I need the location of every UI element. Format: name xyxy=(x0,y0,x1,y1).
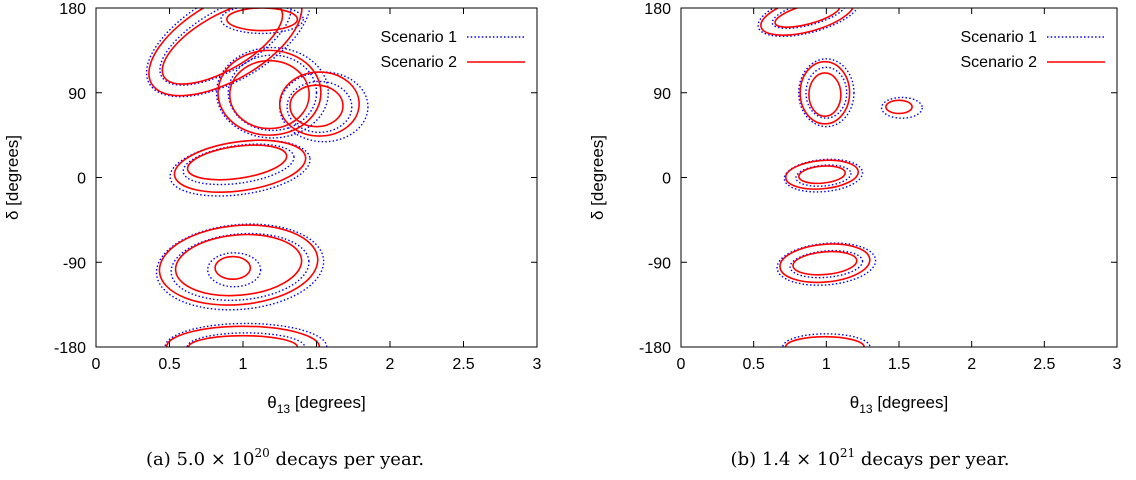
x-tick-label: 1 xyxy=(822,356,831,373)
y-tick-label: -90 xyxy=(648,255,671,272)
x-tick-label: 2 xyxy=(386,356,395,373)
figure-caption: (b) 1.4 × 1021 decays per year. xyxy=(731,446,1010,470)
contour-scenario1-9 xyxy=(155,223,325,311)
y-tick-label: 180 xyxy=(644,1,671,18)
x-tick-label: 0 xyxy=(677,356,686,373)
contour-scenario1-8 xyxy=(789,249,864,279)
legend-label-1: Scenario 1 xyxy=(381,29,458,46)
contour-scenario2-7 xyxy=(779,243,871,284)
contour-scenario2-9 xyxy=(158,224,319,306)
contour-scenario2-5 xyxy=(784,159,859,190)
contour-scenario2-10 xyxy=(174,233,303,297)
contour-scenario1-2 xyxy=(798,58,855,128)
y-tick-label: 90 xyxy=(653,86,671,103)
y-tick-label: 0 xyxy=(662,171,671,188)
contour-scenario1-8 xyxy=(182,143,295,186)
contour-scenario2-7 xyxy=(173,139,307,193)
figure-caption: (a) 5.0 × 1020 decays per year. xyxy=(146,446,424,470)
contour-scenario1-10 xyxy=(170,232,310,302)
contour-scenario1-6 xyxy=(286,80,353,133)
contour-scenario2-2 xyxy=(226,8,299,32)
legend-label-2: Scenario 2 xyxy=(961,54,1038,71)
contour-scenario2-6 xyxy=(797,165,846,185)
x-axis-label: θ13 [degrees] xyxy=(850,393,948,416)
legend-label-2: Scenario 2 xyxy=(381,54,458,71)
contour-scenario2-5 xyxy=(278,71,360,137)
contour-scenario1-5 xyxy=(783,158,864,193)
contour-scenario1-0 xyxy=(757,8,861,38)
contour-scenario2-6 xyxy=(289,84,344,128)
x-tick-label: 3 xyxy=(533,356,542,373)
x-tick-label: 1.5 xyxy=(888,356,910,373)
x-tick-label: 2 xyxy=(967,356,976,373)
contour-scenario1-0 xyxy=(145,8,311,98)
contour-scenario2-4 xyxy=(228,59,310,130)
contour-scenario2-3 xyxy=(808,72,842,118)
x-tick-label: 1.5 xyxy=(305,356,327,373)
contour-scenario2-0 xyxy=(760,8,855,36)
contour-scenario1-7 xyxy=(169,139,311,197)
contour-scenario1-1 xyxy=(771,8,847,30)
contour-scenario2-8 xyxy=(792,250,858,276)
contour-scenario2-2 xyxy=(799,60,851,125)
contour-scenario2-0 xyxy=(148,8,303,97)
y-axis-label: δ [degrees] xyxy=(588,135,607,220)
contour-scenario1-4 xyxy=(880,96,923,119)
contour-scenario2-1 xyxy=(774,8,841,28)
chart-panel-b: 0 0.5 1 1.5 2 2.5 3 -180 -90 0 90 180 θ13 [degrees] δ… xyxy=(588,1,1122,470)
x-tick-label: 1 xyxy=(239,356,248,373)
contour-scenario1-3 xyxy=(805,66,848,119)
contour-scenario2-3 xyxy=(217,49,322,136)
contour-scenario2-4 xyxy=(885,99,913,115)
x-tick-label: 0.5 xyxy=(158,356,180,373)
contour-scenario2-11 xyxy=(214,255,252,281)
contour-scenario1-11 xyxy=(207,252,262,288)
contour-layer xyxy=(145,8,369,347)
contour-scenario1-3 xyxy=(215,46,329,139)
chart-panel-a: 0 0.5 1 1.5 2 2.5 3 -180 -90 0 90 180 θ13 [degrees] δ… xyxy=(3,1,542,470)
y-tick-label: 180 xyxy=(59,1,86,18)
y-tick-label: -180 xyxy=(54,340,86,357)
contour-scenario2-13 xyxy=(187,334,299,347)
y-tick-label: 90 xyxy=(68,86,86,103)
x-tick-label: 0.5 xyxy=(743,356,765,373)
x-tick-label: 2.5 xyxy=(452,356,474,373)
y-tick-label: -90 xyxy=(63,255,86,272)
x-tick-label: 0 xyxy=(92,356,101,373)
y-tick-label: -180 xyxy=(639,340,671,357)
y-axis-label: δ [degrees] xyxy=(3,135,22,220)
plot-frame xyxy=(95,7,538,348)
x-axis-label: θ13 [degrees] xyxy=(267,393,365,416)
y-tick-label: 0 xyxy=(77,171,86,188)
plot-frame xyxy=(680,7,1118,348)
legend-label-1: Scenario 1 xyxy=(961,29,1038,46)
x-tick-label: 3 xyxy=(1113,356,1122,373)
x-tick-label: 2.5 xyxy=(1033,356,1055,373)
contour-scenario2-8 xyxy=(186,144,288,181)
contour-scenario1-6 xyxy=(795,164,852,187)
contour-layer xyxy=(757,8,923,347)
contour-scenario1-2 xyxy=(220,8,304,35)
